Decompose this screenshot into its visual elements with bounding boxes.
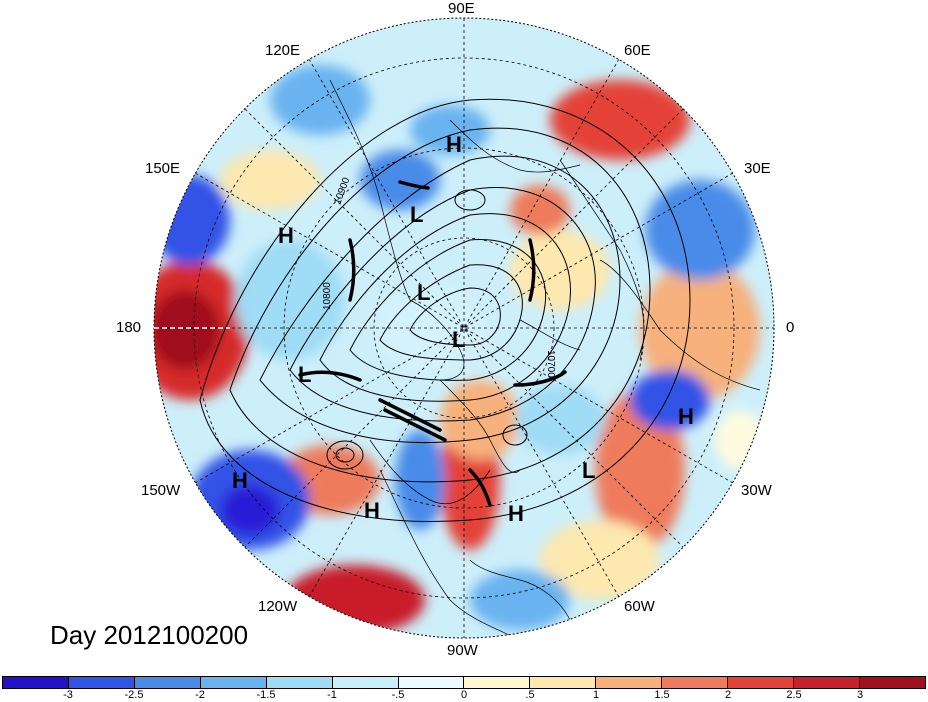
low-center: L <box>582 458 595 483</box>
jet-streaks <box>298 180 567 507</box>
colorbar <box>2 676 926 689</box>
colorbar-tick-label: -2 <box>195 689 205 701</box>
high-center: H <box>364 498 380 523</box>
lon-label-60w: 60W <box>624 598 655 615</box>
colorbar-tick-label: 0 <box>460 689 468 701</box>
colorbar-tick-label: -1.5 <box>256 689 276 701</box>
colorbar-swatch <box>794 677 860 688</box>
colorbar-swatch <box>3 677 69 688</box>
lon-label-150w: 150W <box>141 482 181 499</box>
colorbar-swatch <box>530 677 597 688</box>
lon-label-90w: 90W <box>447 642 478 659</box>
colorbar-tick-label: -3 <box>63 689 73 701</box>
lon-label-0: 0 <box>786 319 795 336</box>
lon-label-180: 180 <box>116 319 142 336</box>
day-title: Day 2012100200 <box>50 620 249 650</box>
colorbar-tick-label: 1 <box>592 689 600 701</box>
colorbar-swatch <box>332 677 399 688</box>
lon-label-90e: 90E <box>448 0 475 17</box>
low-center: L <box>417 280 430 305</box>
colorbar-tick-label: 2.5 <box>786 689 802 701</box>
colorbar-swatch <box>398 677 465 688</box>
lon-label-120w: 120W <box>258 598 298 615</box>
colorbar-swatch <box>134 677 201 688</box>
colorbar-swatch <box>728 677 795 688</box>
low-center: L <box>410 202 423 227</box>
low-center: L <box>298 362 311 387</box>
colorbar-tick-label: .5 <box>525 689 535 701</box>
colorbar-tick-label: 1.5 <box>654 689 670 701</box>
low-center: L <box>452 327 465 352</box>
colorbar-tick-label: -1 <box>327 689 337 701</box>
graticule <box>154 18 774 638</box>
lon-label-30e: 30E <box>744 160 771 177</box>
colorbar-tick-label: 3 <box>856 689 864 701</box>
colorbar-swatch <box>662 677 729 688</box>
colorbar-swatch <box>266 677 333 688</box>
lon-label-30w: 30W <box>741 482 772 499</box>
high-center: H <box>508 501 524 526</box>
lon-label-60e: 60E <box>624 42 651 59</box>
colorbar-swatch <box>464 677 531 688</box>
high-center: H <box>232 468 248 493</box>
high-center: H <box>446 132 462 157</box>
lon-label-120e: 120E <box>265 42 301 59</box>
lon-label-150e: 150E <box>145 160 181 177</box>
colorbar-swatch <box>68 677 135 688</box>
colorbar-tick-label: -.5 <box>391 689 405 701</box>
high-center: H <box>678 404 694 429</box>
high-center: H <box>278 223 294 248</box>
colorbar-swatch <box>859 677 925 688</box>
colorbar-tick-label: -2.5 <box>124 689 144 701</box>
contour-label: 10700 <box>545 350 556 378</box>
colorbar-tick-label: 2 <box>724 689 732 701</box>
colorbar-swatch <box>200 677 267 688</box>
colorbar-swatch <box>596 677 663 688</box>
contour-label: 10800 <box>322 282 333 310</box>
